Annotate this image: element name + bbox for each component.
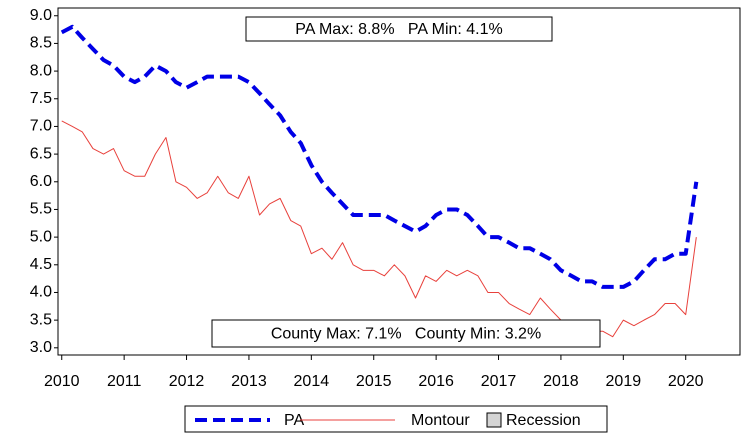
y-tick-label: 5.5 xyxy=(30,201,52,218)
legend-label: PA xyxy=(284,412,304,429)
y-tick-label: 6.5 xyxy=(30,145,52,162)
x-tick-label: 2013 xyxy=(231,373,267,390)
x-tick-label: 2018 xyxy=(543,373,579,390)
y-tick-label: 6.0 xyxy=(30,173,52,190)
x-tick-label: 2014 xyxy=(294,373,330,390)
x-tick-label: 2010 xyxy=(44,373,80,390)
annotation-box xyxy=(245,16,553,42)
x-tick-label: 2012 xyxy=(169,373,205,390)
annotation-box xyxy=(211,319,601,348)
y-tick-label: 7.0 xyxy=(30,118,52,135)
annotation: PA Max: 8.8% PA Min: 4.1% xyxy=(295,21,503,38)
y-tick-label: 4.0 xyxy=(30,284,52,301)
annotation: County Max: 7.1% County Min: 3.2% xyxy=(271,326,541,343)
x-tick-label: 2015 xyxy=(356,373,392,390)
line-series xyxy=(60,24,699,289)
legend-label: Montour xyxy=(411,412,470,429)
y-tick-label: 3.5 xyxy=(30,311,52,328)
y-tick-label: 7.5 xyxy=(30,90,52,107)
line-series xyxy=(61,120,697,338)
legend-swatch xyxy=(486,412,502,428)
legend-label: Recession xyxy=(506,412,581,429)
x-tick-label: 2019 xyxy=(606,373,642,390)
y-tick-label: 5.0 xyxy=(30,228,52,245)
x-tick-label: 2020 xyxy=(668,373,704,390)
y-tick-label: 3.0 xyxy=(30,339,52,356)
y-tick-label: 9.0 xyxy=(30,7,52,24)
y-tick-label: 8.5 xyxy=(30,35,52,52)
y-tick-label: 4.5 xyxy=(30,256,52,273)
x-tick-label: 2017 xyxy=(481,373,517,390)
x-tick-label: 2016 xyxy=(418,373,454,390)
plot-frame xyxy=(57,7,741,356)
x-tick-label: 2011 xyxy=(107,373,142,390)
y-tick-label: 8.0 xyxy=(30,62,52,79)
